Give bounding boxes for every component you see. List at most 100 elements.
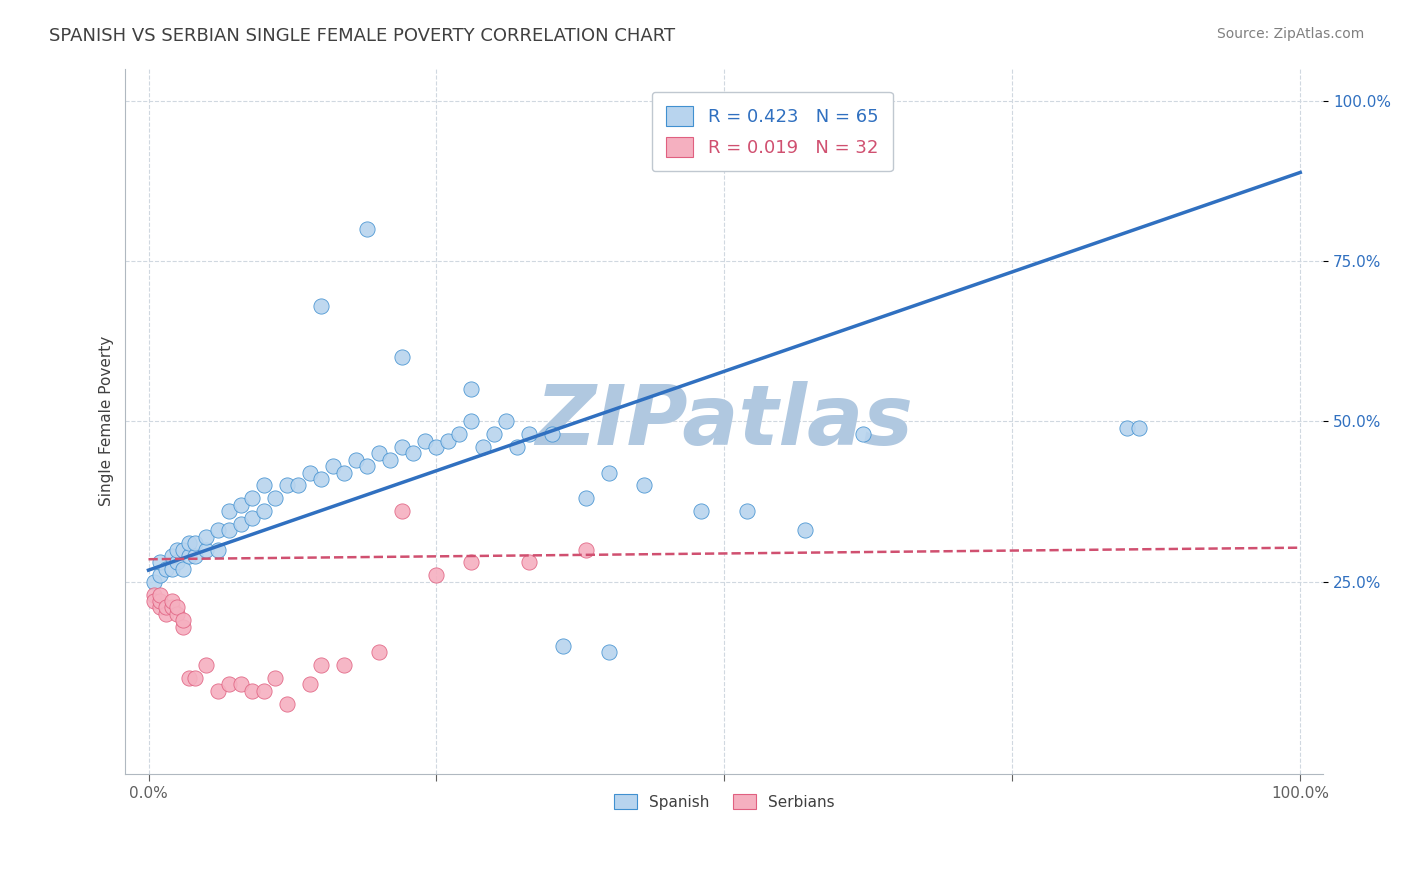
Point (391, 440, 413, 454)
Point (143, 594, 166, 608)
Point (356, 222, 378, 236)
Point (240, 683, 263, 698)
Text: Source: ZipAtlas.com: Source: ZipAtlas.com (1216, 27, 1364, 41)
Point (240, 510, 263, 524)
Point (333, 466, 356, 480)
Point (356, 459, 378, 474)
Point (517, 556, 540, 570)
Point (413, 434, 436, 448)
Point (166, 556, 188, 570)
Text: SPANISH VS SERBIAN SINGLE FEMALE POVERTY CORRELATION CHART: SPANISH VS SERBIAN SINGLE FEMALE POVERTY… (49, 27, 675, 45)
Point (333, 658, 356, 673)
Point (264, 671, 287, 685)
Point (160, 562, 183, 576)
Point (143, 574, 166, 589)
Point (166, 542, 188, 557)
Point (253, 683, 276, 698)
Point (155, 607, 177, 621)
Point (207, 542, 229, 557)
Point (367, 446, 389, 460)
Point (598, 466, 620, 480)
Point (166, 600, 188, 615)
Point (391, 350, 413, 364)
Point (598, 645, 620, 659)
Point (322, 459, 344, 474)
Point (253, 504, 276, 518)
Point (240, 491, 263, 506)
Point (495, 414, 517, 428)
Point (1116, 421, 1139, 435)
Point (437, 434, 460, 448)
Point (172, 619, 194, 633)
Point (218, 504, 240, 518)
Point (276, 478, 298, 492)
Point (1128, 421, 1150, 435)
Point (794, 524, 817, 538)
Point (183, 549, 205, 563)
Point (149, 594, 172, 608)
Point (149, 600, 172, 615)
Legend: Spanish, Serbians: Spanish, Serbians (609, 788, 841, 816)
Point (160, 600, 183, 615)
Point (172, 562, 194, 576)
Point (380, 452, 402, 467)
Point (264, 491, 287, 506)
Point (229, 677, 252, 691)
Point (852, 427, 875, 442)
Point (276, 697, 298, 711)
Point (155, 600, 177, 615)
Point (460, 414, 482, 428)
Point (737, 504, 759, 518)
Point (540, 427, 562, 442)
Point (309, 658, 332, 673)
Point (690, 504, 713, 518)
Point (517, 427, 540, 442)
Point (402, 446, 425, 460)
Point (460, 382, 482, 396)
Point (287, 478, 309, 492)
Point (309, 472, 332, 486)
Point (172, 542, 194, 557)
Point (253, 478, 276, 492)
Point (425, 440, 447, 454)
Point (207, 683, 229, 698)
Point (229, 498, 252, 512)
Point (460, 556, 482, 570)
Point (229, 516, 252, 531)
Point (149, 587, 172, 601)
Point (391, 504, 413, 518)
Point (160, 594, 183, 608)
Point (218, 677, 240, 691)
Y-axis label: Single Female Poverty: Single Female Poverty (100, 336, 114, 507)
Point (575, 542, 598, 557)
Point (367, 645, 389, 659)
Point (143, 587, 166, 601)
Point (309, 299, 332, 313)
Point (149, 568, 172, 582)
Point (160, 549, 183, 563)
Point (195, 542, 218, 557)
Point (633, 478, 655, 492)
Point (482, 427, 505, 442)
Point (344, 452, 367, 467)
Point (195, 530, 218, 544)
Point (149, 556, 172, 570)
Point (166, 607, 188, 621)
Point (177, 671, 200, 685)
Point (449, 427, 471, 442)
Point (553, 639, 575, 653)
Point (172, 613, 194, 627)
Point (425, 568, 447, 582)
Point (471, 440, 494, 454)
Point (506, 440, 529, 454)
Point (155, 562, 177, 576)
Point (177, 549, 200, 563)
Point (195, 658, 218, 673)
Point (298, 677, 321, 691)
Point (575, 491, 598, 506)
Point (177, 536, 200, 550)
Point (207, 524, 229, 538)
Point (218, 524, 240, 538)
Text: ZIPatlas: ZIPatlas (536, 381, 914, 462)
Point (298, 466, 321, 480)
